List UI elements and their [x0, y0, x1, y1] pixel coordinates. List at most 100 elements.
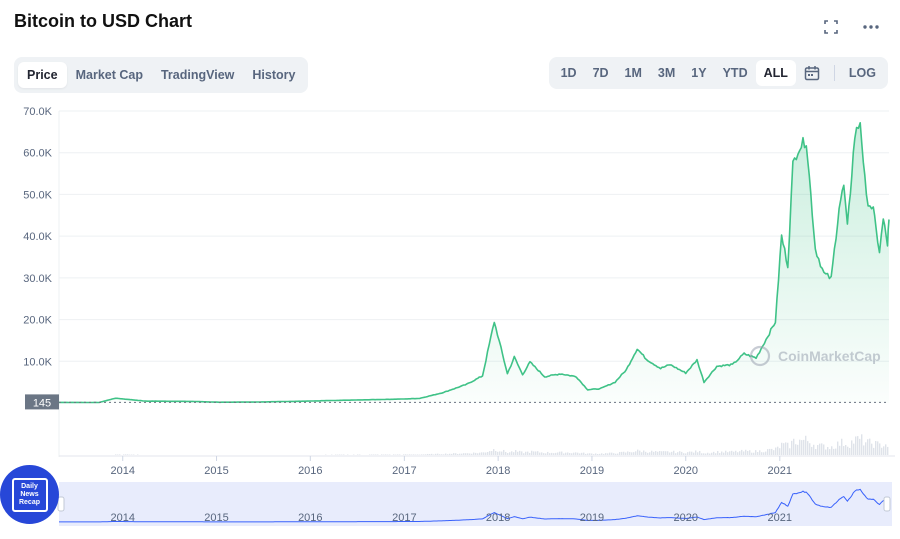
badge-line-1: Daily [21, 482, 38, 490]
volume-bar [787, 442, 789, 455]
range-7d[interactable]: 7D [592, 66, 609, 80]
volume-bar [457, 453, 459, 455]
volume-bar [655, 451, 657, 455]
volume-bar [647, 452, 649, 455]
volume-bar [797, 444, 799, 455]
log-toggle[interactable]: LOG [848, 66, 876, 80]
volume-bar [629, 451, 631, 455]
volume-bar [653, 451, 655, 455]
volume-bar [637, 449, 639, 455]
volume-bar [817, 445, 819, 455]
range-ytd[interactable]: YTD [722, 66, 748, 80]
volume-bar [657, 451, 659, 455]
volume-bar [627, 451, 629, 455]
volume-bar [525, 451, 527, 455]
volume-bar [719, 453, 721, 455]
volume-bar [495, 451, 497, 455]
navigator-tick-label: 2018 [486, 512, 510, 524]
volume-bar [651, 450, 653, 455]
volume-bar [453, 453, 455, 455]
volume-bar [539, 452, 541, 455]
more-options-icon[interactable] [862, 18, 880, 36]
volume-bar [469, 453, 471, 455]
range-1d[interactable]: 1D [560, 66, 577, 80]
tab-tradingview[interactable]: TradingView [160, 68, 235, 82]
range-1y[interactable]: 1Y [691, 66, 707, 80]
daily-news-recap-badge[interactable]: Daily News Recap [0, 465, 59, 524]
volume-bar [801, 440, 803, 455]
calendar-icon[interactable] [796, 63, 828, 83]
volume-bar [465, 453, 467, 455]
volume-bar [551, 452, 553, 455]
volume-bar [701, 453, 703, 455]
volume-bar [681, 451, 683, 455]
badge-line-2: News [20, 490, 39, 498]
range-all[interactable]: ALL [755, 60, 796, 86]
volume-bar [783, 443, 785, 455]
volume-bar [595, 453, 597, 455]
volume-bar [659, 450, 661, 455]
tab-price[interactable]: Price [18, 62, 67, 88]
volume-bar [473, 452, 475, 455]
volume-bar [549, 453, 551, 455]
volume-bar [479, 452, 481, 455]
badge-line-3: Recap [18, 498, 40, 506]
volume-bar [795, 444, 797, 455]
navigator-tick-label: 2019 [580, 512, 604, 524]
volume-bar [733, 451, 735, 455]
volume-bar [825, 449, 827, 455]
volume-bar [565, 452, 567, 455]
tab-market-cap[interactable]: Market Cap [75, 68, 143, 82]
y-tick-label: 50.0K [23, 189, 52, 201]
volume-bar [793, 438, 795, 455]
volume-bar [515, 450, 517, 455]
y-tick-label: 70.0K [23, 106, 52, 118]
volume-bar [541, 452, 543, 455]
volume-bar [697, 452, 699, 455]
volume-bar [617, 453, 619, 455]
volume-bar [497, 451, 499, 455]
volume-bar [449, 453, 451, 455]
volume-bar [521, 451, 523, 455]
volume-bar [537, 451, 539, 455]
volume-bar [609, 452, 611, 455]
volume-bar [569, 453, 571, 455]
volume-bar [799, 439, 801, 455]
volume-bar [511, 451, 513, 455]
volume-bar [771, 448, 773, 455]
volume-bar [885, 444, 887, 455]
volume-bar [127, 454, 129, 455]
volume-bars [115, 434, 889, 455]
volume-bar [615, 453, 617, 455]
x-tick-label: 2018 [486, 465, 510, 477]
y-tick-label: 20.0K [23, 315, 52, 327]
fullscreen-icon[interactable] [822, 18, 840, 36]
range-3m[interactable]: 3M [657, 66, 676, 80]
range-1m[interactable]: 1M [624, 66, 642, 80]
volume-bar [839, 445, 841, 455]
volume-bar [593, 454, 595, 455]
time-range-selector: 1D 7D 1M 3M 1Y YTD ALL LOG [548, 57, 888, 89]
volume-bar [481, 452, 483, 455]
navigator-tick-label: 2014 [110, 512, 134, 524]
coinmarketcap-logo-icon [749, 345, 771, 367]
volume-bar [623, 451, 625, 455]
volume-bar [501, 451, 503, 455]
volume-bar [475, 452, 477, 455]
volume-bar [399, 454, 401, 455]
volume-bar [435, 453, 437, 455]
volume-bar [663, 451, 665, 455]
volume-bar [791, 440, 793, 455]
volume-bar [831, 446, 833, 455]
volume-bar [343, 454, 345, 455]
volume-bar [423, 454, 425, 455]
volume-bar [375, 454, 377, 455]
volume-bar [841, 438, 843, 455]
volume-bar [437, 453, 439, 455]
volume-bar [463, 453, 465, 455]
volume-bar [785, 442, 787, 455]
volume-bar [887, 446, 889, 455]
chart-view-tabs: Price Market Cap TradingView History [14, 57, 309, 93]
tab-history[interactable]: History [252, 68, 296, 82]
